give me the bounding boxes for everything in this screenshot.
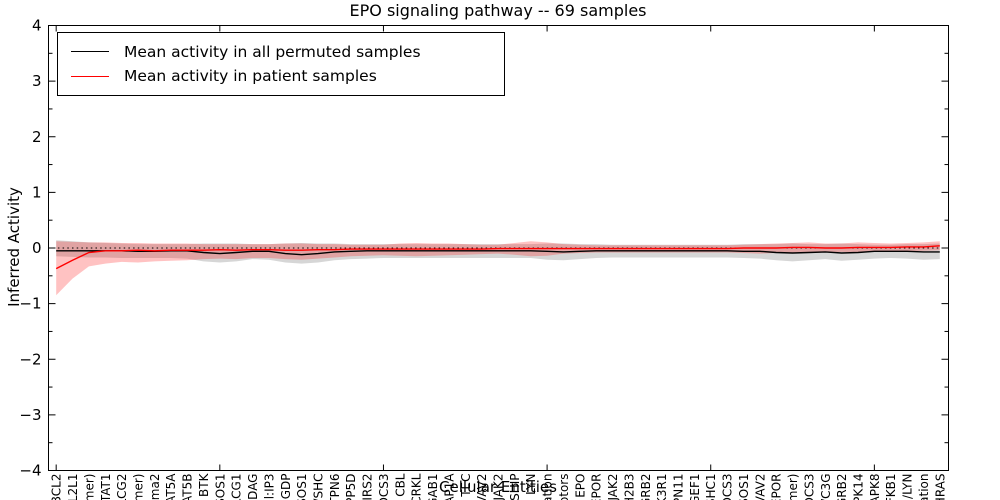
x-tick-label: SHC1 (704, 474, 718, 500)
y-axis-label: Inferred Activity (5, 187, 23, 307)
y-tick-label: 4 (32, 17, 42, 35)
x-tick-label: EPO/EPOR (dimer)/LYN (901, 473, 915, 500)
x-tick-label: EPO/EPOR (dimer)/JAK2 (492, 474, 506, 500)
x-tick-label: EPO (573, 474, 587, 498)
x-tick-label: mol:GDP (279, 474, 293, 500)
y-tick-label: −3 (19, 406, 41, 424)
patient-std-band (56, 241, 940, 296)
x-tick-label: PIK3R1 (655, 474, 669, 500)
x-tick-label: EPO/EPOR (dimer)/JAK2/SOCS3 (377, 474, 391, 500)
x-tick-label: STAT5 (dimer) (82, 474, 96, 500)
y-tick-label: −2 (19, 350, 41, 368)
permuted-line-sample-icon (71, 51, 109, 53)
y-tick-label: 2 (32, 128, 42, 146)
x-tick-label: mol:IP3 (262, 474, 276, 500)
legend-label-patient: Mean activity in patient samples (124, 67, 377, 86)
y-tick-label: −1 (19, 295, 41, 313)
x-tick-label: SHC/Grb2/SOS1 (213, 474, 227, 500)
x-tick-label: PTPN11 (672, 474, 686, 500)
x-tick-label: SOCS3 (721, 474, 735, 500)
x-tick-label: STAT1 (dimer) (132, 474, 146, 500)
x-tick-label: EPOR (590, 474, 604, 500)
x-tick-label: LYN/PLCgamma2 (148, 474, 162, 500)
y-tick-label: −4 (19, 462, 41, 480)
x-tick-label: CBL (393, 473, 407, 497)
x-tick-label: TEC (459, 474, 473, 498)
legend-label-permuted: Mean activity in all permuted samples (124, 42, 421, 61)
x-tick-label: BCL2 (50, 474, 64, 500)
x-tick-label: MAPK8 (868, 474, 882, 500)
x-axis-label: Cellular Entities (439, 478, 557, 496)
x-tick-label: PI3K regualtory subunit polypeptide 1/IR… (508, 474, 522, 500)
x-tick-label: EPO/EPOR (dimer) (786, 474, 800, 500)
patient-line-sample-icon (71, 75, 109, 77)
x-tick-label: EPO/EPOR (770, 474, 784, 500)
x-tick-label: EPOR/TRPC2/IP3 Receptors (557, 474, 571, 500)
x-tick-label: mol:DAG (246, 474, 260, 500)
x-tick-label: CRKL (410, 473, 424, 500)
permuted-mean-line (56, 250, 940, 256)
x-tick-label: NFKB1 (884, 474, 898, 500)
x-tick-label: cell proliferation (917, 474, 931, 500)
x-tick-label: elevation of cytosolic calcium ion conce… (541, 474, 555, 500)
x-tick-label: GAB1/SHIP/PIK3R1/SHP2/SHC (312, 474, 326, 500)
x-tick-label: LYN (524, 474, 538, 495)
x-tick-label: VAV2 (475, 474, 489, 500)
x-tick-label: SOS1 (737, 474, 751, 500)
y-tick-label: 3 (32, 72, 42, 90)
legend-item-permuted: Mean activity in all permuted samples (58, 43, 504, 61)
x-tick-label: TEC/VAV2/GRB2 (835, 474, 849, 500)
x-tick-label: STAT5B (181, 474, 195, 500)
y-tick-label: 0 (32, 239, 42, 257)
x-tick-label: SH2B3 (622, 474, 636, 500)
permuted-std-band (56, 240, 940, 264)
x-tick-label: JAK2 (606, 474, 620, 500)
chart-title: EPO signaling pathway -- 69 samples (349, 1, 647, 20)
x-tick-label: GAB1 (426, 474, 440, 500)
x-tick-label: MAPK14 (852, 474, 866, 500)
x-tick-label: IRS2 (361, 474, 375, 500)
x-tick-label: TEC/VAV2 (753, 474, 767, 500)
x-tick-label: BCL2L1 (66, 474, 80, 500)
x-tick-label: PLCG1 (230, 474, 244, 500)
x-tick-label: RAPGEF1 (688, 474, 702, 500)
x-tick-label: BTK (197, 472, 211, 497)
x-tick-label: HRAS (933, 474, 947, 500)
legend-item-patient: Mean activity in patient samples (58, 67, 504, 85)
x-tick-label: EPO/EPOR (dimer)/SOCS3 (802, 474, 816, 500)
x-tick-label: RAP1A (442, 473, 456, 500)
x-tick-label: PTPN6 (328, 474, 342, 500)
x-tick-label: PLCG2 (115, 474, 129, 500)
legend: Mean activity in all permuted samples Me… (57, 32, 505, 96)
x-tick-label: GAB1/SHC/GRB2/SOS1 (295, 474, 309, 500)
x-tick-label: INPP5D (344, 474, 358, 500)
x-tick-label: STAT1 (99, 474, 113, 500)
x-tick-label: GRB2 (639, 474, 653, 500)
x-tick-label: CRKL/CBL/C3G (819, 474, 833, 500)
patient-mean-line (55, 245, 940, 270)
x-tick-label: STAT5A (164, 473, 178, 500)
y-tick-label: 1 (32, 183, 42, 201)
